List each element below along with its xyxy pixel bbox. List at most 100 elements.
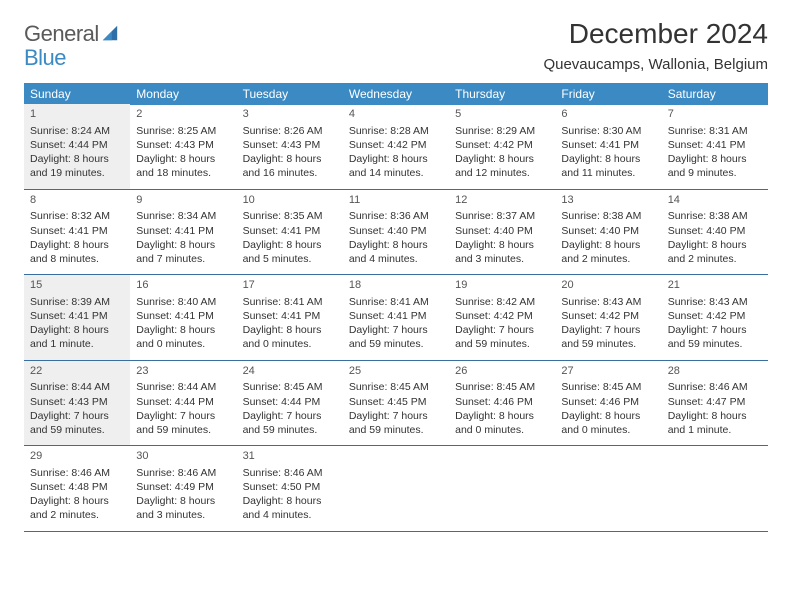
sunset-text: Sunset: 4:44 PM	[30, 138, 124, 152]
title-block: December 2024 Quevaucamps, Wallonia, Bel…	[543, 18, 768, 73]
day-number: 31	[243, 449, 337, 464]
daylight-text: Daylight: 8 hours and 3 minutes.	[455, 238, 549, 266]
daylight-text: Daylight: 8 hours and 5 minutes.	[243, 238, 337, 266]
calendar-cell: 24Sunrise: 8:45 AMSunset: 4:44 PMDayligh…	[237, 361, 343, 446]
daylight-text: Daylight: 7 hours and 59 minutes.	[30, 409, 124, 437]
day-number: 24	[243, 364, 337, 379]
daylight-text: Daylight: 8 hours and 8 minutes.	[30, 238, 124, 266]
daylight-text: Daylight: 8 hours and 16 minutes.	[243, 152, 337, 180]
sunrise-text: Sunrise: 8:46 AM	[30, 466, 124, 480]
day-number: 10	[243, 193, 337, 208]
calendar-cell: 16Sunrise: 8:40 AMSunset: 4:41 PMDayligh…	[130, 275, 236, 360]
sunrise-text: Sunrise: 8:24 AM	[30, 124, 124, 138]
calendar-cell-empty	[662, 446, 768, 531]
day-number: 6	[561, 107, 655, 122]
logo-sail-icon	[99, 22, 119, 47]
sunrise-text: Sunrise: 8:45 AM	[349, 380, 443, 394]
calendar-cell: 12Sunrise: 8:37 AMSunset: 4:40 PMDayligh…	[449, 190, 555, 275]
daylight-text: Daylight: 8 hours and 18 minutes.	[136, 152, 230, 180]
sunrise-text: Sunrise: 8:39 AM	[30, 295, 124, 309]
daylight-text: Daylight: 7 hours and 59 minutes.	[349, 323, 443, 351]
sunrise-text: Sunrise: 8:41 AM	[243, 295, 337, 309]
sunset-text: Sunset: 4:41 PM	[243, 309, 337, 323]
calendar-cell: 25Sunrise: 8:45 AMSunset: 4:45 PMDayligh…	[343, 361, 449, 446]
calendar-cell: 30Sunrise: 8:46 AMSunset: 4:49 PMDayligh…	[130, 446, 236, 531]
sunrise-text: Sunrise: 8:46 AM	[243, 466, 337, 480]
sunrise-text: Sunrise: 8:36 AM	[349, 209, 443, 223]
sunrise-text: Sunrise: 8:25 AM	[136, 124, 230, 138]
day-header-cell: Monday	[130, 83, 236, 105]
day-number: 20	[561, 278, 655, 293]
day-number: 5	[455, 107, 549, 122]
day-number: 23	[136, 364, 230, 379]
sunset-text: Sunset: 4:40 PM	[561, 224, 655, 238]
daylight-text: Daylight: 8 hours and 14 minutes.	[349, 152, 443, 180]
calendar-cell-empty	[555, 446, 661, 531]
sunset-text: Sunset: 4:41 PM	[30, 224, 124, 238]
calendar-cell: 10Sunrise: 8:35 AMSunset: 4:41 PMDayligh…	[237, 190, 343, 275]
sunrise-text: Sunrise: 8:32 AM	[30, 209, 124, 223]
sunset-text: Sunset: 4:43 PM	[136, 138, 230, 152]
daylight-text: Daylight: 7 hours and 59 minutes.	[455, 323, 549, 351]
sunrise-text: Sunrise: 8:41 AM	[349, 295, 443, 309]
sunset-text: Sunset: 4:46 PM	[561, 395, 655, 409]
day-header-cell: Friday	[555, 83, 661, 105]
calendar-cell: 4 Sunrise: 8:28 AMSunset: 4:42 PMDaylight…	[343, 104, 449, 189]
sunset-text: Sunset: 4:41 PM	[668, 138, 762, 152]
sunset-text: Sunset: 4:44 PM	[243, 395, 337, 409]
sunrise-text: Sunrise: 8:34 AM	[136, 209, 230, 223]
sunrise-text: Sunrise: 8:31 AM	[668, 124, 762, 138]
day-number: 4	[349, 107, 443, 122]
logo-text: General Blue	[24, 22, 99, 70]
calendar-cell: 6Sunrise: 8:30 AMSunset: 4:41 PMDaylight…	[555, 104, 661, 189]
sunrise-text: Sunrise: 8:28 AM	[349, 124, 443, 138]
day-number: 7	[668, 107, 762, 122]
daylight-text: Daylight: 8 hours and 4 minutes.	[349, 238, 443, 266]
sunset-text: Sunset: 4:49 PM	[136, 480, 230, 494]
daylight-text: Daylight: 7 hours and 59 minutes.	[561, 323, 655, 351]
logo-text-blue: Blue	[24, 45, 66, 70]
sunrise-text: Sunrise: 8:37 AM	[455, 209, 549, 223]
sunset-text: Sunset: 4:41 PM	[349, 309, 443, 323]
sunrise-text: Sunrise: 8:29 AM	[455, 124, 549, 138]
sunset-text: Sunset: 4:42 PM	[455, 138, 549, 152]
sunset-text: Sunset: 4:40 PM	[455, 224, 549, 238]
daylight-text: Daylight: 8 hours and 2 minutes.	[30, 494, 124, 522]
calendar-weeks: 1Sunrise: 8:24 AMSunset: 4:44 PMDaylight…	[24, 104, 768, 532]
calendar: Sunday Monday Tuesday Wednesday Thursday…	[24, 83, 768, 532]
sunset-text: Sunset: 4:42 PM	[349, 138, 443, 152]
daylight-text: Daylight: 7 hours and 59 minutes.	[349, 409, 443, 437]
sunset-text: Sunset: 4:47 PM	[668, 395, 762, 409]
sunrise-text: Sunrise: 8:35 AM	[243, 209, 337, 223]
day-number: 18	[349, 278, 443, 293]
sunset-text: Sunset: 4:44 PM	[136, 395, 230, 409]
daylight-text: Daylight: 8 hours and 0 minutes.	[561, 409, 655, 437]
calendar-cell: 31Sunrise: 8:46 AMSunset: 4:50 PMDayligh…	[237, 446, 343, 531]
sunset-text: Sunset: 4:41 PM	[136, 224, 230, 238]
calendar-cell: 28Sunrise: 8:46 AMSunset: 4:47 PMDayligh…	[662, 361, 768, 446]
calendar-cell-empty	[449, 446, 555, 531]
calendar-cell: 17Sunrise: 8:41 AMSunset: 4:41 PMDayligh…	[237, 275, 343, 360]
calendar-cell: 7Sunrise: 8:31 AMSunset: 4:41 PMDaylight…	[662, 104, 768, 189]
calendar-week-row: 1Sunrise: 8:24 AMSunset: 4:44 PMDaylight…	[24, 104, 768, 190]
sunset-text: Sunset: 4:41 PM	[30, 309, 124, 323]
day-number: 21	[668, 278, 762, 293]
sunset-text: Sunset: 4:45 PM	[349, 395, 443, 409]
sunrise-text: Sunrise: 8:45 AM	[455, 380, 549, 394]
day-number: 13	[561, 193, 655, 208]
day-number: 9	[136, 193, 230, 208]
sunrise-text: Sunrise: 8:44 AM	[136, 380, 230, 394]
sunset-text: Sunset: 4:50 PM	[243, 480, 337, 494]
calendar-cell: 9Sunrise: 8:34 AMSunset: 4:41 PMDaylight…	[130, 190, 236, 275]
logo-text-gray: General	[24, 21, 99, 46]
day-number: 16	[136, 278, 230, 293]
day-header-cell: Wednesday	[343, 83, 449, 105]
calendar-cell: 21Sunrise: 8:43 AMSunset: 4:42 PMDayligh…	[662, 275, 768, 360]
logo: General Blue	[24, 18, 119, 70]
daylight-text: Daylight: 7 hours and 59 minutes.	[668, 323, 762, 351]
calendar-cell: 23Sunrise: 8:44 AMSunset: 4:44 PMDayligh…	[130, 361, 236, 446]
sunset-text: Sunset: 4:42 PM	[668, 309, 762, 323]
daylight-text: Daylight: 8 hours and 7 minutes.	[136, 238, 230, 266]
calendar-cell: 22Sunrise: 8:44 AMSunset: 4:43 PMDayligh…	[24, 361, 130, 446]
sunrise-text: Sunrise: 8:38 AM	[561, 209, 655, 223]
